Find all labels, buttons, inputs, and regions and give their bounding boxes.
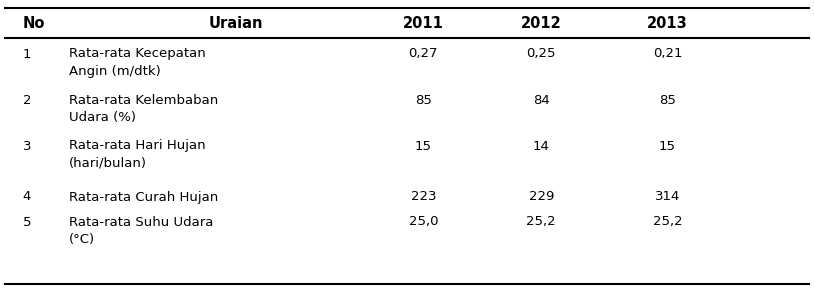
Text: 85: 85 — [659, 93, 676, 107]
Text: 14: 14 — [533, 140, 549, 152]
Text: 25,0: 25,0 — [409, 215, 438, 229]
Text: 4: 4 — [23, 190, 31, 204]
Text: 0,25: 0,25 — [527, 48, 556, 60]
Text: 1: 1 — [23, 48, 31, 60]
Text: 2012: 2012 — [521, 15, 562, 30]
Text: Rata-rata Kecepatan: Rata-rata Kecepatan — [69, 48, 206, 60]
Text: 15: 15 — [659, 140, 676, 152]
Text: Angin (m/dtk): Angin (m/dtk) — [69, 65, 161, 77]
Text: (°C): (°C) — [69, 232, 95, 246]
Text: 85: 85 — [415, 93, 431, 107]
Text: Rata-rata Kelembaban: Rata-rata Kelembaban — [69, 93, 218, 107]
Text: 5: 5 — [23, 215, 31, 229]
Text: No: No — [23, 15, 45, 30]
Text: 0,27: 0,27 — [409, 48, 438, 60]
Text: 0,21: 0,21 — [653, 48, 682, 60]
Text: 3: 3 — [23, 140, 31, 152]
Text: Uraian: Uraian — [209, 15, 264, 30]
Text: (hari/bulan): (hari/bulan) — [69, 157, 147, 169]
Text: 2: 2 — [23, 93, 31, 107]
Text: Rata-rata Suhu Udara: Rata-rata Suhu Udara — [69, 215, 213, 229]
Text: Rata-rata Curah Hujan: Rata-rata Curah Hujan — [69, 190, 218, 204]
Text: 25,2: 25,2 — [653, 215, 682, 229]
Text: Udara (%): Udara (%) — [69, 110, 136, 124]
Text: 223: 223 — [410, 190, 436, 204]
Text: Rata-rata Hari Hujan: Rata-rata Hari Hujan — [69, 140, 206, 152]
Text: 84: 84 — [533, 93, 549, 107]
Text: 314: 314 — [654, 190, 681, 204]
Text: 2011: 2011 — [403, 15, 444, 30]
Text: 25,2: 25,2 — [527, 215, 556, 229]
Text: 2013: 2013 — [647, 15, 688, 30]
Text: 229: 229 — [528, 190, 554, 204]
Text: 15: 15 — [415, 140, 431, 152]
